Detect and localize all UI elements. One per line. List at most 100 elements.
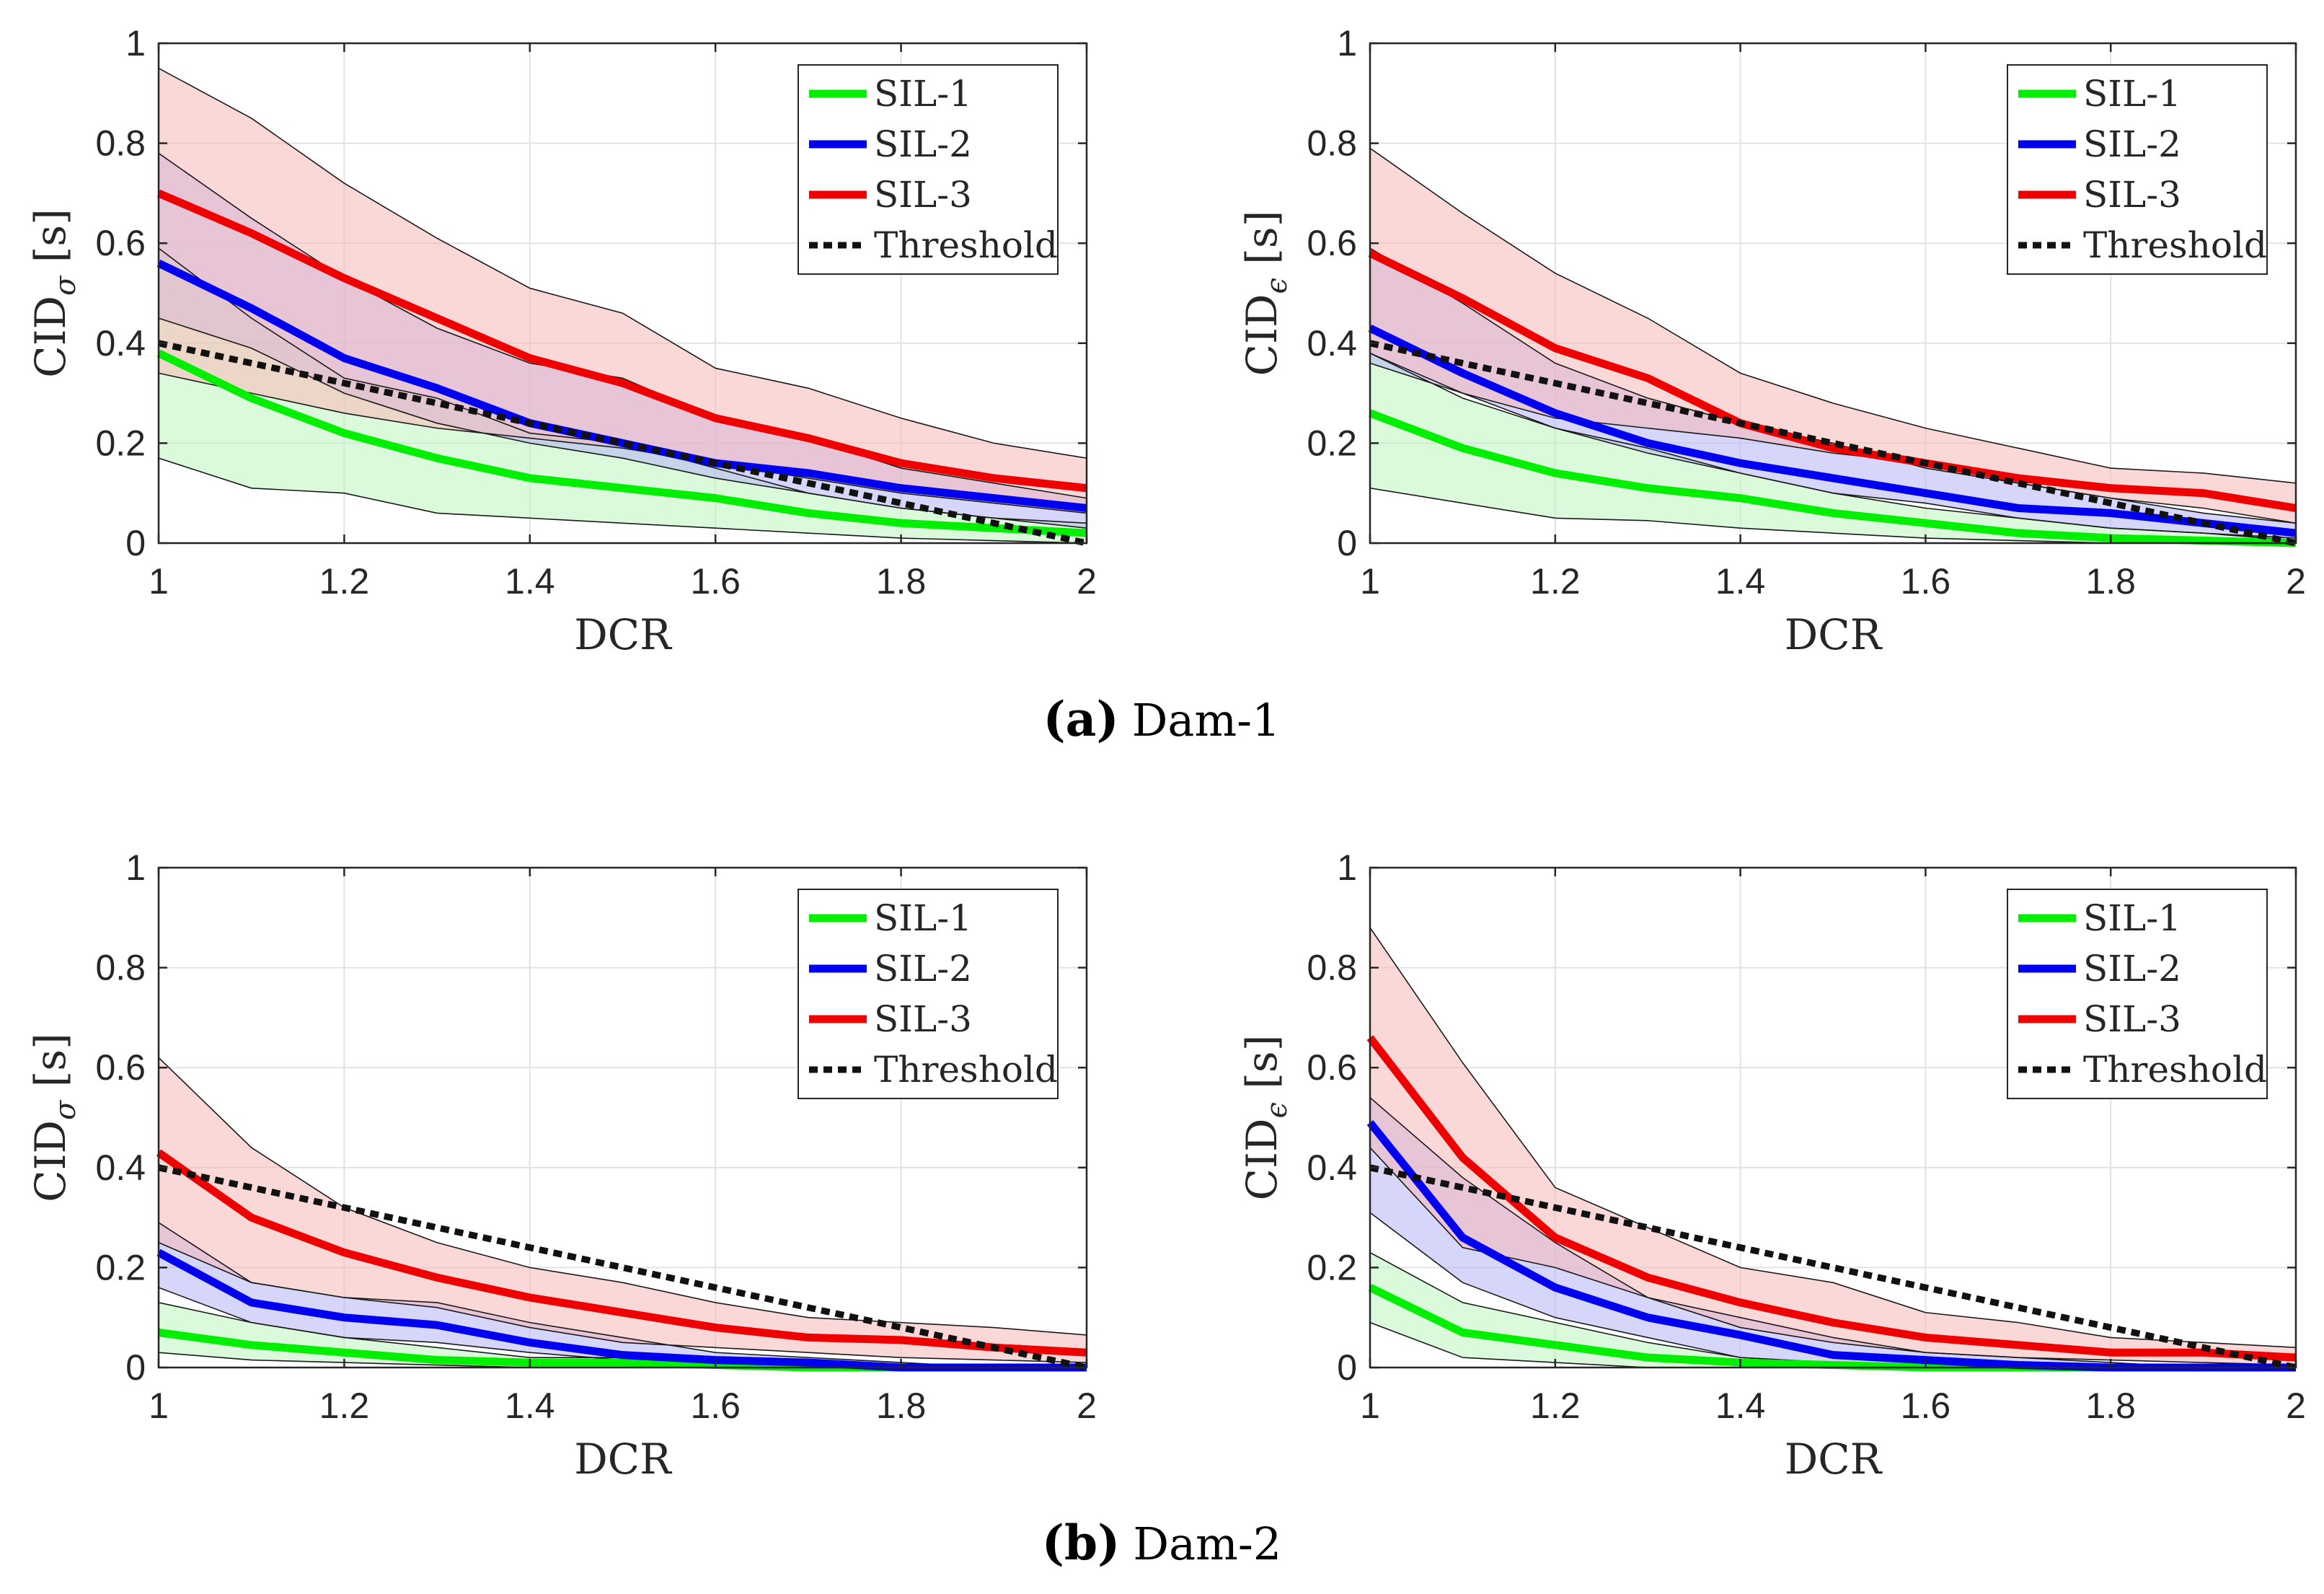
y-axis-label-sub: σ [49, 275, 82, 296]
series-line-sil-3 [1366, 1035, 2297, 1362]
y-tick-label: 0.6 [95, 1047, 146, 1088]
band-sil-3 [159, 1057, 1087, 1363]
y-tick-label: 0.2 [1307, 423, 1357, 463]
band-edge-sil-2-lower [158, 317, 1087, 529]
x-tick-label: 1.4 [1715, 561, 1766, 602]
legend: SIL-1 SIL-2 SIL-3 Threshold [798, 889, 1059, 1099]
x-tick-label: 1.4 [505, 1386, 555, 1426]
y-tick-label: 0 [125, 1347, 146, 1388]
band-edge-sil-3-upper [158, 67, 1087, 459]
caption-a: (a) Dam-1 [1043, 691, 1280, 747]
x-axis-label: DCR [574, 610, 673, 659]
x-axis-label: DCR [1785, 610, 1883, 659]
y-tick-label: 0 [1337, 523, 1357, 563]
series-line-sil-3 [1368, 250, 2297, 512]
y-tick-label: 0 [125, 523, 146, 563]
legend-box [2007, 889, 2268, 1099]
y-tick-label: 0.8 [95, 123, 146, 164]
legend-label-sil-1: SIL-1 [874, 73, 972, 115]
legend-label-sil-2: SIL-2 [874, 948, 972, 990]
x-tick-label: 2 [2286, 1386, 2306, 1426]
legend-label-sil-1: SIL-1 [2083, 897, 2181, 939]
x-tick-label: 1.6 [690, 1386, 741, 1426]
x-tick-label: 1.4 [505, 561, 555, 602]
axes-frame [1369, 866, 2297, 1369]
x-tick-label: 1 [1360, 561, 1380, 602]
axes-frame [157, 42, 1088, 545]
band-edge-sil-3-upper [158, 1057, 1087, 1336]
x-tick-label: 1.6 [1901, 561, 1951, 602]
y-tick-label: 1 [125, 847, 146, 888]
band-edge-sil-3-lower [1369, 352, 2297, 524]
y-tick-label: 0.4 [95, 1148, 146, 1188]
legend-label-sil-2: SIL-2 [874, 123, 972, 165]
band-edge-sil-3-lower [158, 1242, 1087, 1363]
y-tick-label: 0.4 [1307, 1148, 1357, 1188]
y-tick-label: 0.8 [1307, 123, 1357, 164]
series-line-sil-1 [156, 349, 1087, 537]
chart-panel-3: 1 1.2 1.4 1.6 1.8 2 0 0.2 0.4 0.6 0.8 1 DCR CIDσ [s] S… [26, 847, 1097, 1484]
legend-label-threshold: Threshold [874, 1049, 1058, 1091]
y-tick-label: 0 [1337, 1347, 1357, 1388]
series-line-sil-3 [156, 1149, 1087, 1357]
band-edge-sil-3-upper [1369, 927, 2297, 1349]
band-edge-sil-2-upper [1369, 247, 2297, 524]
legend-label-threshold: Threshold [874, 224, 1058, 266]
band-sil-2 [159, 1223, 1087, 1368]
legend-label-sil-3: SIL-3 [874, 174, 972, 216]
y-tick-label: 1 [1337, 847, 1357, 888]
chart-panel-4: 1 1.2 1.4 1.6 1.8 2 0 0.2 0.4 0.6 0.8 1 DCR CIDϵ [s] S… [1237, 847, 2306, 1484]
y-axis-label: CIDσ [s] [26, 208, 82, 378]
x-tick-label: 1 [149, 1386, 169, 1426]
y-axis-label-unit: [s] [1237, 211, 1286, 278]
legend-label-sil-1: SIL-1 [2083, 73, 2181, 115]
series-line-sil-3 [156, 189, 1087, 493]
band-edge-sil-3-upper [1369, 147, 2297, 484]
y-axis-label-sub: σ [49, 1099, 82, 1120]
series-line-sil-1 [1369, 409, 2297, 547]
y-axis-label: CIDϵ [s] [1237, 1035, 1294, 1201]
band-edge-sil-3-lower [158, 372, 1087, 514]
x-tick-label: 1 [1360, 1386, 1380, 1426]
band-sil-1 [159, 1302, 1087, 1368]
x-tick-label: 2 [1077, 561, 1097, 602]
legend: SIL-1 SIL-2 SIL-3 Threshold [2007, 64, 2268, 275]
y-tick-label: 0.6 [1307, 223, 1357, 263]
y-axis-label-sub: ϵ [1260, 278, 1294, 294]
caption-b: (b) Dam-2 [1042, 1515, 1281, 1571]
y-tick-label: 0.6 [1307, 1047, 1357, 1088]
band-edge-sil-2-lower [1369, 362, 2297, 542]
axes-frame [157, 866, 1088, 1369]
legend-label-sil-2: SIL-2 [2083, 123, 2181, 165]
y-axis-label-main: CID [26, 296, 75, 378]
band-sil-1 [1370, 1252, 2296, 1368]
x-tick-label: 1.2 [1530, 561, 1581, 602]
y-axis-label-unit: [s] [26, 1033, 75, 1100]
x-tick-label: 1.8 [876, 1386, 927, 1426]
series-line-sil-2 [1368, 325, 2297, 537]
x-tick-label: 1.8 [2085, 1386, 2136, 1426]
y-tick-label: 0.4 [95, 323, 146, 364]
y-axis-label-sub: ϵ [1260, 1102, 1294, 1118]
y-tick-label: 0.6 [95, 223, 146, 263]
legend: SIL-1 SIL-2 SIL-3 Threshold [2007, 889, 2268, 1099]
y-axis-label: CIDϵ [s] [1237, 211, 1294, 377]
x-tick-label: 1.2 [1530, 1386, 1581, 1426]
y-axis-label: CIDσ [s] [26, 1033, 82, 1202]
y-tick-label: 0.8 [95, 948, 146, 988]
band-sil-1 [159, 248, 1087, 543]
chart-panel-1: 1 1.2 1.4 1.6 1.8 2 0 0.2 0.4 0.6 0.8 1 DCR CIDσ [s] S… [26, 23, 1097, 659]
y-tick-label: 0.2 [95, 1247, 146, 1287]
band-sil-3 [159, 68, 1087, 514]
band-edge-sil-3-lower [1369, 1147, 2297, 1366]
legend-label-sil-3: SIL-3 [2083, 174, 2181, 216]
chart-panel-2: 1 1.2 1.4 1.6 1.8 2 0 0.2 0.4 0.6 0.8 1 DCR CIDϵ [s] S… [1237, 23, 2306, 659]
y-axis-label-main: CID [1237, 294, 1286, 377]
x-tick-label: 2 [1077, 1386, 1097, 1426]
x-tick-label: 1.8 [2085, 561, 2136, 602]
y-axis-label-unit: [s] [26, 208, 75, 276]
legend-label-sil-3: SIL-3 [874, 998, 972, 1040]
x-tick-label: 1.2 [319, 561, 370, 602]
x-axis-label: DCR [1785, 1435, 1883, 1484]
